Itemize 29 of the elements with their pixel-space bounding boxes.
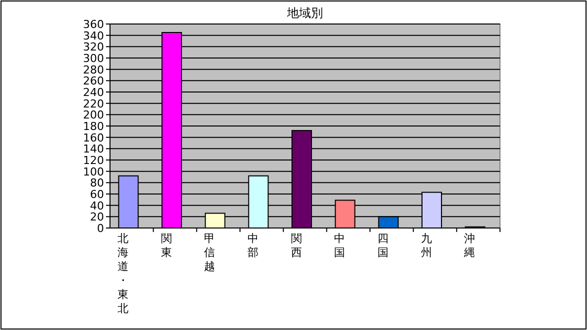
y-tick-label: 220 (83, 97, 104, 110)
x-tick-label: 北海道・東北 (118, 232, 128, 315)
y-tick-label: 60 (90, 188, 104, 201)
y-tick-label: 300 (83, 52, 104, 65)
y-tick-label: 120 (83, 154, 104, 167)
y-tick-label: 320 (83, 40, 104, 54)
y-tick-label: 180 (83, 120, 104, 133)
y-tick-label: 200 (83, 108, 104, 122)
y-tick-label: 260 (83, 74, 104, 88)
x-tick-label: 中国 (334, 232, 346, 259)
x-tick-label: 関東 (160, 232, 172, 259)
y-tick-label: 140 (83, 142, 104, 156)
y-tick-label: 0 (97, 222, 104, 235)
x-tick-label: 関西 (290, 232, 302, 259)
y-tick-label: 360 (83, 18, 104, 31)
x-tick-label: 中部 (248, 232, 258, 259)
y-tick-label: 100 (83, 165, 104, 178)
y-tick-label: 20 (90, 210, 104, 224)
x-tick-label: 甲信越 (204, 232, 216, 273)
chart-title: 地域別 (286, 6, 323, 20)
x-tick-label: 四国 (378, 232, 388, 259)
y-tick-label: 240 (83, 86, 104, 99)
y-tick-label: 40 (90, 199, 104, 212)
y-tick-label: 340 (83, 29, 104, 42)
x-tick-label: 九州 (420, 232, 432, 259)
x-tick-label: 沖縄 (463, 232, 476, 259)
y-tick-label: 280 (83, 63, 104, 76)
y-tick-label: 80 (90, 176, 104, 190)
y-tick-label: 160 (83, 131, 104, 144)
